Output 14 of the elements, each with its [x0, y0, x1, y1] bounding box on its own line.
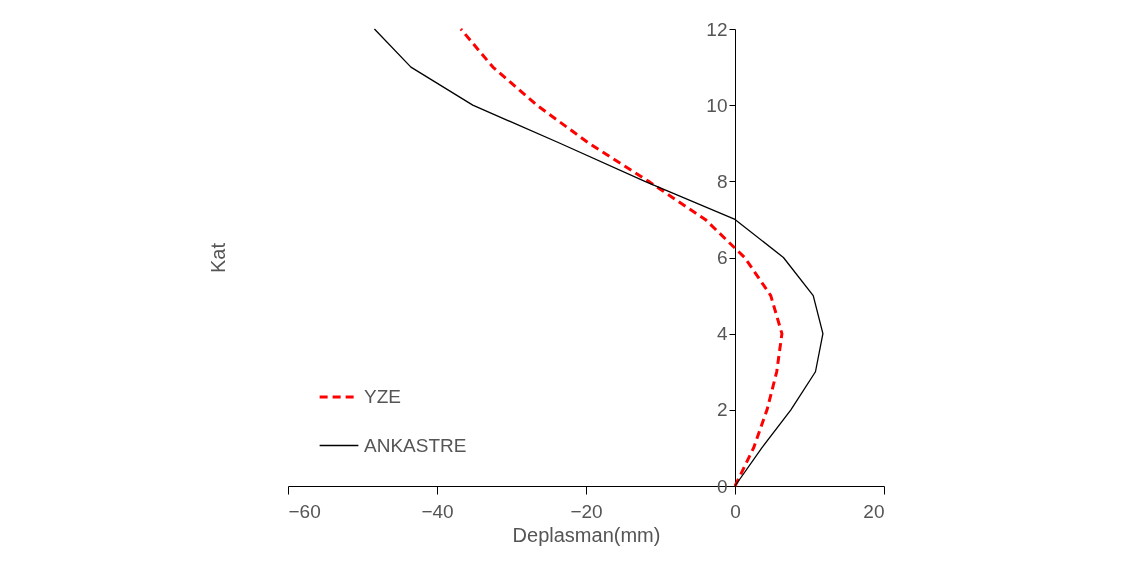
x-tick-label: −40	[421, 500, 454, 522]
y-tick-label: 6	[716, 247, 728, 268]
legend-label: ANKASTRE	[364, 434, 467, 456]
x-axis-title: Deplasman(mm)	[512, 523, 661, 546]
y-tick-label: 2	[716, 399, 728, 421]
y-tick-label: 10	[706, 94, 728, 116]
y-tick-label: 12	[706, 18, 728, 40]
y-tick-label: 4	[716, 323, 728, 345]
x-tick-label: −60	[288, 500, 321, 522]
legend-label: YZE	[364, 386, 401, 407]
y-tick-label: 8	[716, 170, 728, 192]
y-axis-title: Kat	[206, 242, 229, 274]
x-tick-label: 20	[863, 500, 885, 522]
x-tick-label: −20	[570, 500, 603, 522]
